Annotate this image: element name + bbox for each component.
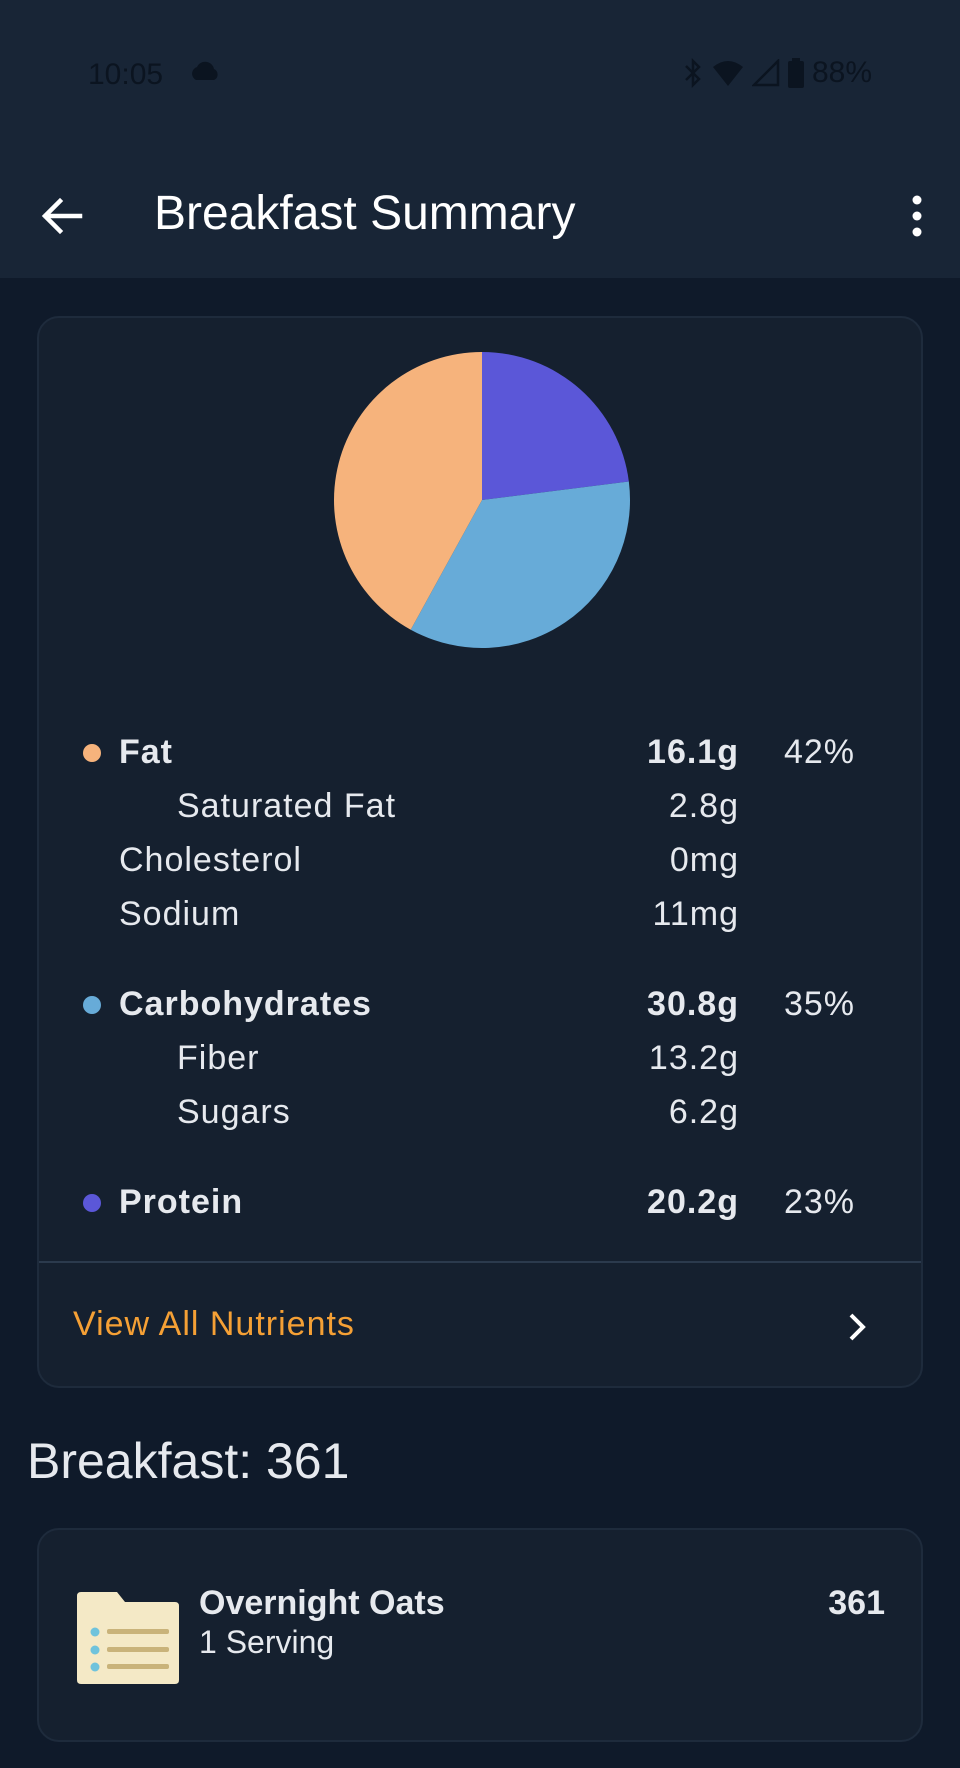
status-time: 10:05 [88,58,164,91]
view-all-nutrients-label: View All Nutrients [73,1305,355,1343]
nutrient-label: Sodium [119,895,241,933]
bluetooth-icon [685,58,701,88]
pie-slice-fat [334,352,482,630]
battery-percent: 88% [811,56,872,89]
food-serving: 1 Serving [199,1624,335,1660]
page-title: Breakfast Summary [154,187,576,240]
status-bar: 10:05 88% [0,0,960,150]
nutrient-amount: 30.8g [647,985,739,1023]
fat-legend-dot [83,744,101,762]
food-entry-card[interactable]: Overnight Oats 1 Serving 361 [37,1528,923,1742]
recipe-card-icon [77,1592,179,1684]
nutrient-label: Fiber [177,1039,260,1077]
app-bar: Breakfast Summary [0,150,960,278]
nutrient-amount: 11mg [652,895,739,933]
nutrient-label: Fat [119,733,173,771]
nutrient-row-fat: Fat 16.1g 42% [39,727,925,777]
nutrient-amount: 6.2g [668,1093,739,1131]
wifi-icon [712,61,743,86]
nutrient-row-cholesterol: Cholesterol 0mg [39,835,925,885]
view-all-nutrients-button[interactable]: View All Nutrients [39,1263,921,1388]
pie-slice-protein [482,352,629,500]
food-name: Overnight Oats [199,1584,445,1622]
pie-slice-carbohydrates [410,481,630,649]
protein-legend-dot [83,1194,101,1212]
signal-icon [751,59,780,87]
nutrient-row-fiber: Fiber 13.2g [39,1033,925,1083]
nutrient-row-sugars: Sugars 6.2g [39,1087,925,1137]
nutrient-label: Cholesterol [119,841,302,879]
nutrient-row-saturated-fat: Saturated Fat 2.8g [39,781,925,831]
nutrient-amount: 13.2g [648,1039,739,1077]
nutrient-label: Carbohydrates [119,985,372,1023]
nutrient-percent: 35% [783,985,855,1023]
macro-pie-chart [334,352,630,649]
nutrient-label: Sugars [177,1093,291,1131]
nutrient-amount: 2.8g [668,787,739,825]
nutrient-percent: 23% [783,1183,855,1221]
arrow-back-icon[interactable] [40,194,84,238]
nutrient-amount: 16.1g [647,733,739,771]
nutrient-amount: 20.2g [647,1183,739,1221]
more-vert-icon[interactable] [902,194,932,238]
meal-title: Breakfast: 361 [27,1433,350,1489]
nutrient-percent: 42% [783,733,855,771]
nutrient-row-carbohydrates: Carbohydrates 30.8g 35% [39,979,925,1029]
nutrient-amount: 0mg [669,841,739,879]
nutrient-label: Saturated Fat [177,787,397,825]
divider [39,1261,921,1263]
chevron-right-icon [849,1313,866,1341]
food-calories: 361 [828,1584,885,1622]
macro-summary-card: Fat 16.1g 42% Saturated Fat 2.8g Cholest… [37,316,923,1388]
nutrient-row-protein: Protein 20.2g 23% [39,1177,925,1227]
battery-icon [787,58,804,88]
carbohydrates-legend-dot [83,996,101,1014]
nutrient-label: Protein [119,1183,244,1221]
cloud-icon [192,61,218,80]
nutrient-row-sodium: Sodium 11mg [39,889,925,939]
status-icons: 88% [682,56,872,90]
